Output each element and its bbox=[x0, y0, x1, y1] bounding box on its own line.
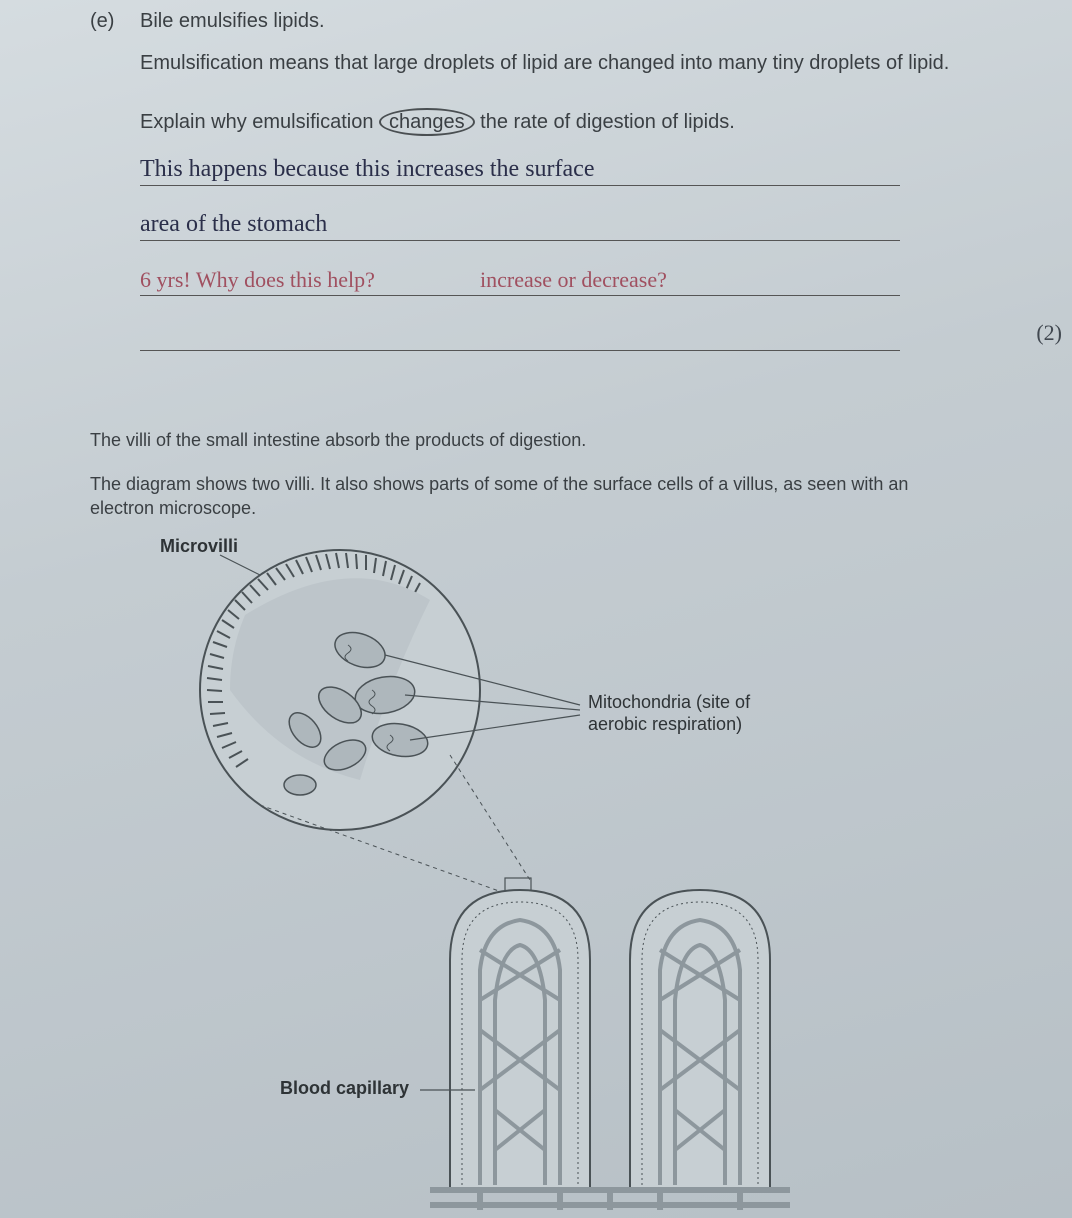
diagram-svg bbox=[150, 530, 930, 1210]
answer-line-3: 6 yrs! Why does this help? increase or d… bbox=[140, 255, 900, 296]
label-mito-a: Mitochondria (site of bbox=[588, 692, 750, 713]
marks-label: (2) bbox=[1036, 320, 1062, 346]
villi-diagram: Microvilli Mitochondria (site of aerobic… bbox=[150, 530, 930, 1210]
worksheet-page: (e) Bile emulsifies lipids. Emulsificati… bbox=[0, 0, 1072, 1218]
student-answer-2: area of the stomach bbox=[140, 211, 327, 238]
student-answer-1: This happens because this increases the … bbox=[140, 156, 595, 183]
inset-circle-group bbox=[200, 550, 480, 830]
question-label: (e) bbox=[90, 10, 114, 33]
microvilli-leader bbox=[220, 555, 260, 575]
q2-circled: changes bbox=[379, 108, 475, 136]
question-sentence-1: Emulsification means that large droplets… bbox=[140, 52, 1020, 75]
question-sentence-2: Explain why emulsification changes the r… bbox=[140, 108, 1020, 136]
q2-post: the rate of digestion of lipids. bbox=[475, 111, 735, 133]
question-title: Bile emulsifies lipids. bbox=[140, 10, 325, 33]
answer-line-2: area of the stomach bbox=[140, 200, 900, 241]
answer-line-4 bbox=[140, 310, 900, 351]
label-capillary: Blood capillary bbox=[280, 1078, 409, 1099]
villus-right bbox=[630, 890, 770, 1190]
q2-pre: Explain why emulsification bbox=[140, 111, 379, 133]
villus-left bbox=[450, 890, 590, 1190]
body-text-1: The villi of the small intestine absorb … bbox=[90, 430, 970, 451]
body-text-2: The diagram shows two villi. It also sho… bbox=[90, 472, 970, 521]
teacher-comment-1: 6 yrs! Why does this help? bbox=[140, 267, 375, 293]
label-microvilli: Microvilli bbox=[160, 536, 238, 557]
teacher-comment-2: increase or decrease? bbox=[480, 267, 667, 293]
label-mito-b: aerobic respiration) bbox=[588, 714, 742, 735]
answer-line-1: This happens because this increases the … bbox=[140, 145, 900, 186]
base-vessels bbox=[430, 1190, 790, 1210]
